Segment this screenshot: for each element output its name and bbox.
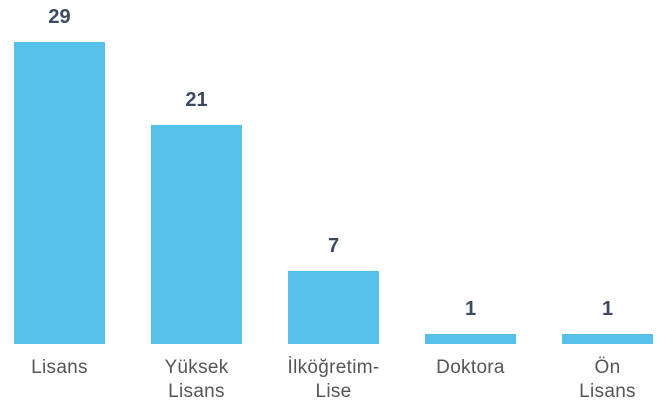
x-tick-label: Doktora (436, 357, 505, 378)
data-label: 21 (185, 89, 208, 112)
bar (151, 125, 242, 344)
x-tick-label: İlköğretim-Lise (287, 357, 380, 402)
bar (14, 42, 105, 344)
data-label: 7 (327, 235, 340, 258)
bar (288, 271, 379, 344)
x-tick-label: Lisans (31, 357, 88, 378)
x-tick-label: Ön Lisans (579, 357, 636, 402)
x-tick-label: Yüksek Lisans (164, 357, 229, 402)
bar (425, 333, 516, 344)
data-label: 1 (464, 297, 477, 320)
bar (562, 333, 653, 344)
data-label: 1 (601, 297, 614, 320)
x-tick-label-box: Lisans (0, 356, 128, 380)
x-tick-label-box: Yüksek Lisans (128, 356, 265, 404)
data-label: 29 (48, 6, 71, 28)
x-tick-label-box: Ön Lisans (539, 356, 668, 404)
x-tick-label-box: Doktora (402, 356, 539, 380)
x-tick-label-box: İlköğretim-Lise (265, 356, 402, 404)
